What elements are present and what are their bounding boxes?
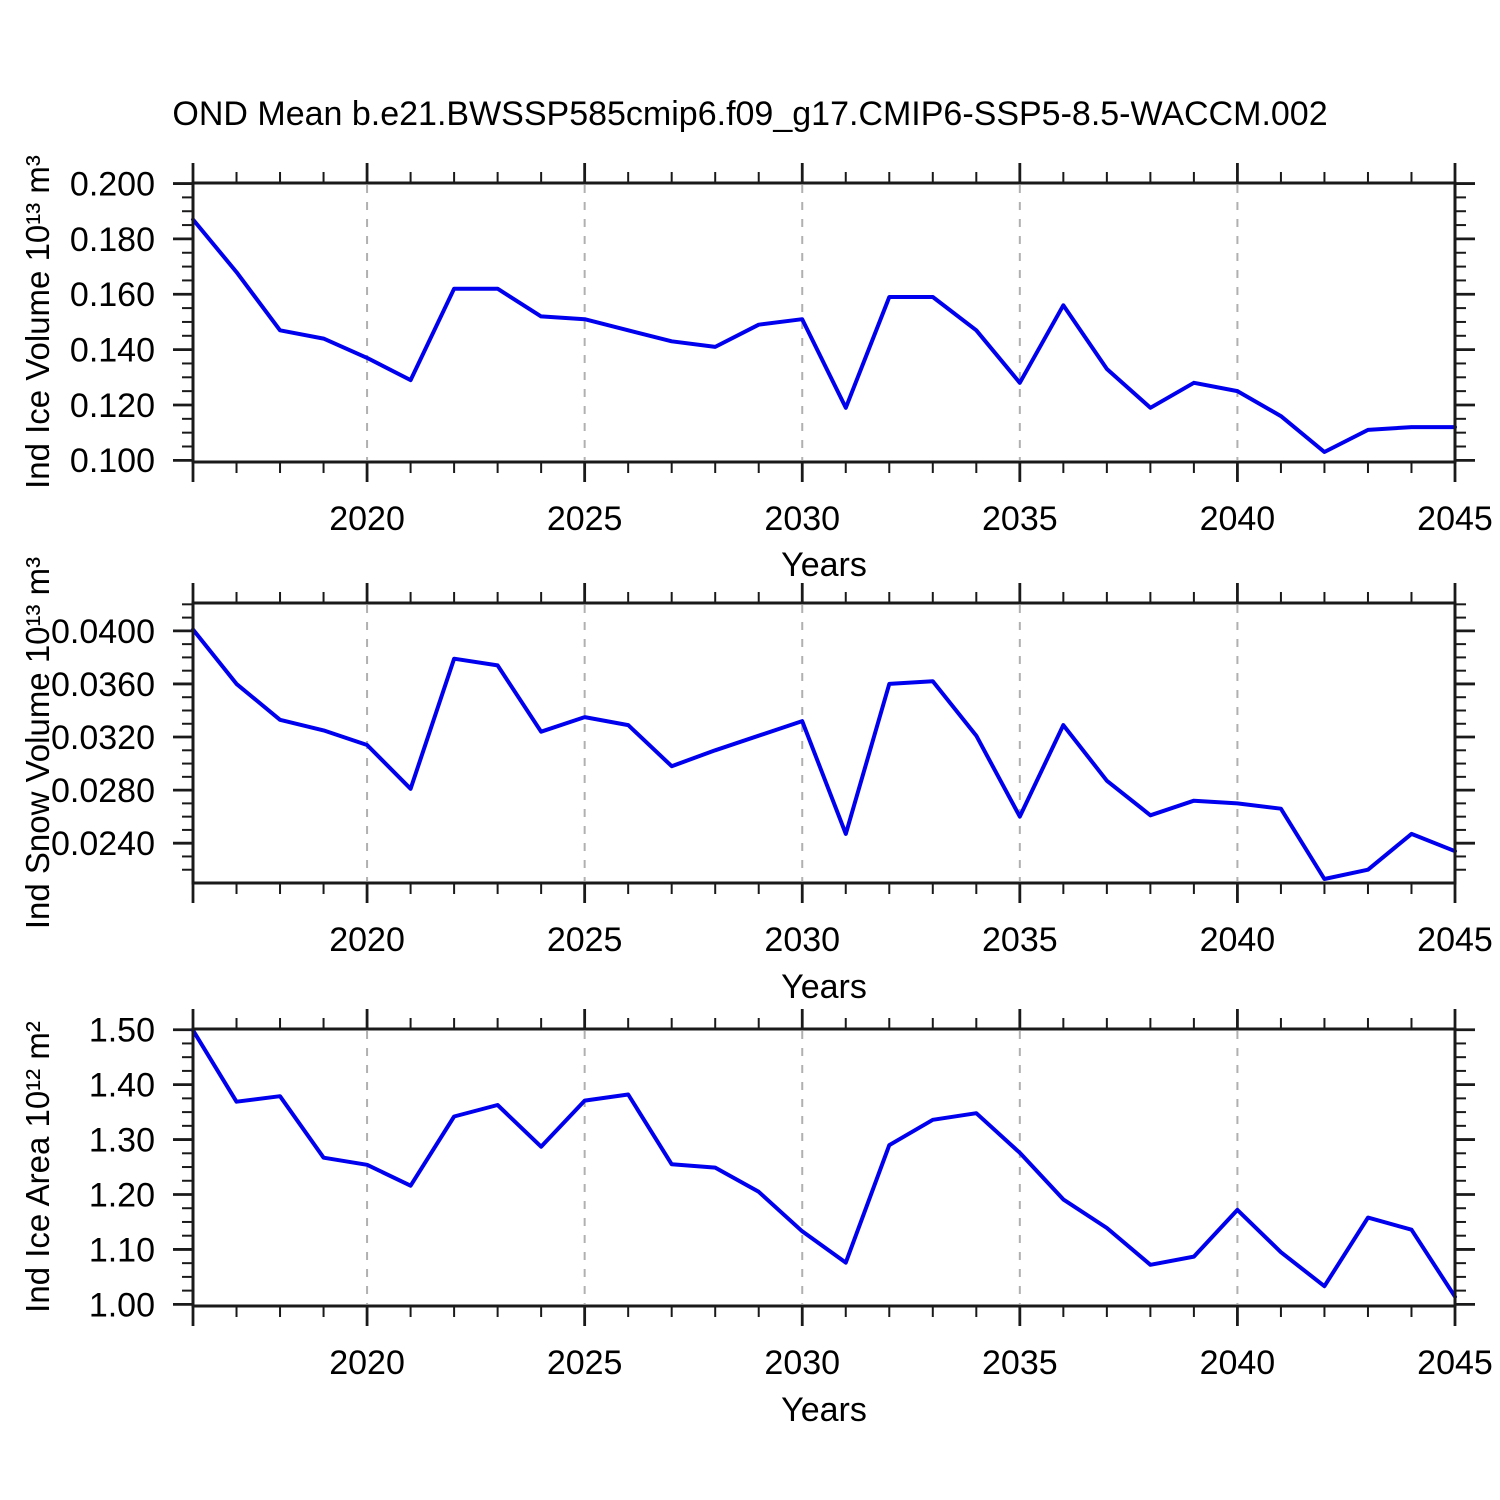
y-tick-label: 0.0320 [51,719,155,757]
y-tick-label: 0.0360 [51,666,155,704]
data-line [191,1028,1457,1299]
x-tick-label: 2020 [329,1344,405,1382]
y-tick-label: 1.50 [89,1012,155,1050]
y-axis-title-ice-volume: Ind Ice Volume 10¹³ m³ [19,155,56,489]
y-tick-label: 0.100 [70,442,155,480]
y-tick-label: 0.180 [70,221,155,259]
x-tick-label: 2040 [1200,1344,1276,1382]
x-tick-label: 2020 [329,921,405,959]
x-tick-label: 2040 [1200,921,1276,959]
y-axis-title-ice-area: Ind Ice Area 10¹² m² [19,1021,56,1313]
plot-border [191,1027,1457,1308]
x-tick-label: 2020 [329,500,405,538]
data-line [191,217,1457,454]
y-tick-label: 1.10 [89,1231,155,1269]
x-tick-label: 2035 [982,1344,1058,1382]
y-tick-label: 0.0280 [51,772,155,810]
y-tick-label: 1.30 [89,1121,155,1159]
plot-border [191,181,1457,464]
plot-border [191,601,1457,885]
y-tick-label: 1.00 [89,1286,155,1324]
x-axis-title-top: Years [781,546,867,584]
y-tick-label: 0.160 [70,276,155,314]
x-tick-label: 2035 [982,500,1058,538]
x-tick-label: 2030 [764,921,840,959]
x-tick-label: 2045 [1417,1344,1493,1382]
y-tick-label: 1.20 [89,1176,155,1214]
y-axis-title-snow-volume: Ind Snow Volume 10¹³ m³ [19,556,56,930]
x-tick-label: 2035 [982,921,1058,959]
x-tick-label: 2025 [547,921,623,959]
y-tick-label: 0.120 [70,387,155,425]
figure-title: OND Mean b.e21.BWSSP585cmip6.f09_g17.CMI… [172,95,1328,133]
x-tick-label: 2030 [764,1344,840,1382]
x-tick-label: 2040 [1200,500,1276,538]
x-tick-label: 2030 [764,500,840,538]
x-tick-label: 2045 [1417,921,1493,959]
y-tick-label: 0.0400 [51,613,155,651]
y-tick-label: 0.200 [70,165,155,203]
y-tick-label: 1.40 [89,1067,155,1105]
x-tick-label: 2025 [547,500,623,538]
x-axis-title-bottom: Years [781,1391,867,1429]
data-line [191,627,1457,881]
y-tick-label: 0.0240 [51,825,155,863]
x-tick-label: 2025 [547,1344,623,1382]
x-tick-label: 2045 [1417,500,1493,538]
x-axis-title-middle: Years [781,968,867,1006]
y-tick-label: 0.140 [70,332,155,370]
